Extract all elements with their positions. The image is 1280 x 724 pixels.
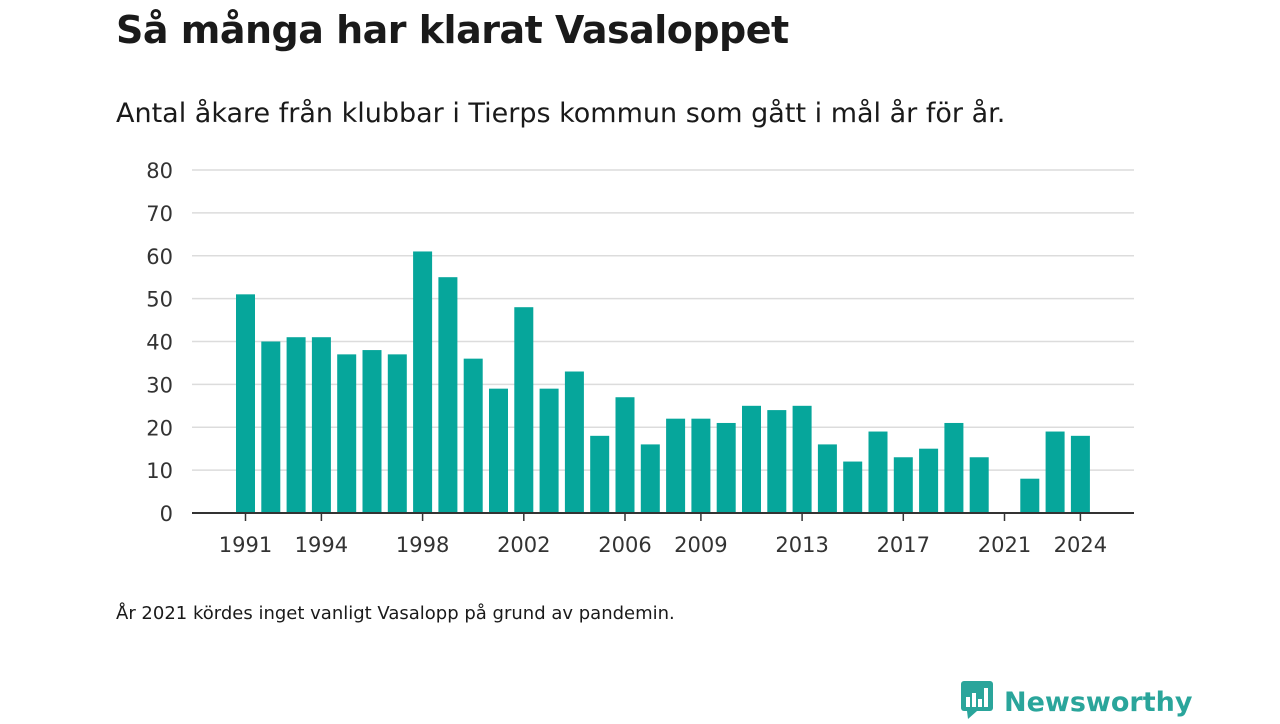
footnote: År 2021 kördes inget vanligt Vasalopp på… [116, 603, 675, 624]
bar [286, 337, 306, 513]
bar [337, 354, 357, 513]
bar [691, 418, 711, 513]
bar [666, 418, 686, 513]
bar [716, 422, 736, 513]
bar [640, 444, 660, 513]
bar [489, 388, 508, 513]
bar [919, 448, 939, 513]
x-tick-label: 2021 [978, 533, 1031, 557]
chart-title: Så många har klarat Vasaloppet [116, 8, 789, 52]
bar [1045, 431, 1065, 513]
bar [539, 388, 559, 513]
bar [893, 457, 913, 513]
bar [413, 251, 433, 513]
x-tick-label: 2009 [674, 533, 727, 557]
bar [387, 354, 407, 513]
gridlines [192, 169, 1134, 471]
x-tick-label: 2013 [775, 533, 828, 557]
bar [438, 277, 458, 513]
bar [1070, 435, 1090, 513]
bar [362, 350, 382, 513]
bar [590, 435, 610, 513]
y-tick-label: 40 [146, 331, 173, 355]
x-tick-label: 1994 [295, 533, 348, 557]
bar [868, 431, 888, 513]
x-axis-ticks: 1991 1994 1998 2002 2006 2009 2013 2017 2021 2024 [192, 512, 1134, 557]
bar [944, 422, 964, 513]
y-tick-label: 20 [146, 416, 173, 440]
bar [261, 341, 281, 513]
x-tick-label: 1991 [219, 533, 272, 557]
y-tick-label: 50 [146, 288, 173, 312]
y-tick-label: 70 [146, 202, 173, 226]
bar [1020, 478, 1040, 513]
newsworthy-logo: Newsworthy [960, 680, 1192, 724]
bar [236, 294, 255, 513]
bar [463, 358, 483, 513]
x-tick-label: 2002 [497, 533, 550, 557]
x-tick-label: 2006 [598, 533, 651, 557]
x-tick-label: 1998 [396, 533, 449, 557]
brand-name: Newsworthy [1004, 686, 1193, 718]
y-tick-label: 30 [146, 373, 173, 397]
y-tick-label: 60 [146, 245, 173, 269]
y-axis-ticks: 0 10 20 30 40 50 60 70 80 [146, 159, 173, 526]
bar [311, 337, 331, 513]
bar [969, 457, 989, 513]
bar-chart: 0 10 20 30 40 50 60 70 80 1991 1994 1998 2002 2006 20… [146, 159, 1134, 557]
bar [767, 410, 787, 513]
x-tick-label: 2024 [1054, 533, 1107, 557]
bars [236, 251, 1090, 513]
x-tick-label: 2017 [877, 533, 930, 557]
y-tick-label: 10 [146, 459, 173, 483]
chart-subtitle: Antal åkare från klubbar i Tierps kommun… [116, 98, 1006, 129]
bar [817, 444, 837, 513]
bar [792, 405, 812, 513]
bar [615, 397, 635, 513]
bar [514, 307, 534, 513]
bar [564, 371, 584, 513]
y-tick-label: 80 [146, 159, 173, 183]
bar [742, 405, 761, 513]
bar [843, 461, 863, 513]
y-tick-label: 0 [160, 502, 173, 526]
bar-chart-speech-bubble-icon [960, 680, 994, 724]
